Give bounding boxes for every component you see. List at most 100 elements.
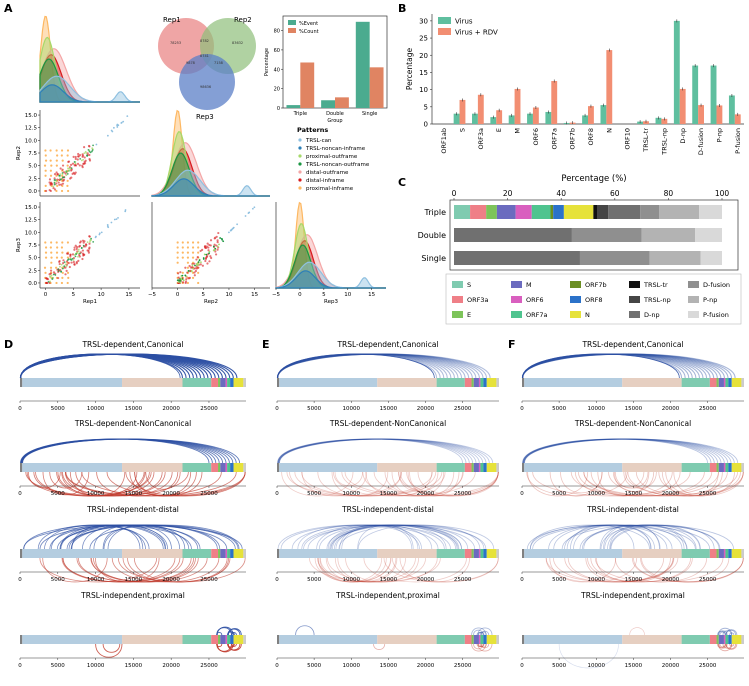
scatter-point xyxy=(214,250,217,253)
venn-region: 78253 xyxy=(170,41,181,45)
genome-segment xyxy=(731,635,742,644)
scatter-point xyxy=(71,257,74,260)
genome-segment xyxy=(478,378,481,387)
y-tick-label: 10.0 xyxy=(25,138,38,144)
arc-plot: TRSL-dependent-NonCanonical 0 5000 10000 150… xyxy=(18,419,246,497)
x-tick-label: 15000 xyxy=(125,663,143,669)
scatter-point xyxy=(79,157,82,160)
junction-arc xyxy=(227,643,241,651)
junction-arc xyxy=(49,471,83,489)
scatter-point xyxy=(215,235,218,238)
scatter-point xyxy=(49,280,51,283)
junction-arc xyxy=(357,524,481,550)
venn-label-rep1: Rep1 xyxy=(163,16,181,24)
junction-arc xyxy=(718,643,728,649)
junction-arc xyxy=(604,524,685,550)
junction-arc xyxy=(521,353,715,379)
scatter-point xyxy=(86,241,89,244)
junction-arc xyxy=(216,632,223,636)
legend-label: TRSL-noncan-outframe xyxy=(305,162,370,168)
scatter-point xyxy=(209,239,213,242)
junction-arc xyxy=(76,557,195,583)
genome-segment xyxy=(230,635,234,644)
arc-plot-title: TRSL-independent-distal xyxy=(586,505,679,514)
scatter-point xyxy=(82,158,85,161)
x-tick-label: P-np xyxy=(715,128,723,142)
scatter-point xyxy=(44,159,48,162)
junction-arc xyxy=(579,524,721,550)
junction-arc xyxy=(330,524,469,550)
scatter-point xyxy=(70,261,73,264)
scatter-point xyxy=(60,189,64,193)
scatter-point xyxy=(107,226,110,229)
genome-segment xyxy=(225,463,228,472)
scatter-point xyxy=(65,252,69,255)
bar xyxy=(734,114,741,124)
genome-segment xyxy=(436,549,465,558)
scatter-point xyxy=(206,262,209,265)
junction-arc xyxy=(276,353,484,379)
genome-segment xyxy=(20,549,23,558)
x-tick-label: 0 xyxy=(18,663,22,669)
arc-plot: TRSL-dependent,Canonical 0 5000 10000 15000 2… xyxy=(520,340,744,412)
legend-marker xyxy=(298,178,302,182)
legend-label: TRSL-np xyxy=(643,296,671,304)
scatter-point xyxy=(202,257,205,259)
scatter-point xyxy=(75,246,79,249)
genome-segment xyxy=(122,635,183,644)
scatter-point xyxy=(188,264,191,268)
genome-segment xyxy=(220,635,226,644)
genome-segment xyxy=(622,635,682,644)
junction-arc xyxy=(549,471,603,497)
scatter-point xyxy=(77,248,80,251)
scatter-point xyxy=(197,263,200,266)
scatter-point xyxy=(192,267,194,270)
legend-label: %Event xyxy=(299,21,318,27)
scatter-point xyxy=(50,256,53,259)
genome-segment xyxy=(233,635,244,644)
x-tick-label: 15 xyxy=(125,292,132,298)
scatter-point xyxy=(60,281,64,285)
scatter-point xyxy=(86,155,89,157)
stacked-segment xyxy=(515,205,532,219)
scatter-point xyxy=(59,265,61,268)
scatter-point xyxy=(62,266,65,269)
genome-segment xyxy=(377,635,437,644)
junction-arc xyxy=(471,627,487,636)
junction-arc xyxy=(317,557,426,583)
scatter-point xyxy=(61,174,64,177)
legend-swatch xyxy=(288,28,296,33)
scatter-point xyxy=(43,164,47,167)
scatter-point xyxy=(193,271,196,274)
genome-segment xyxy=(709,635,717,644)
x-tick-label: 15000 xyxy=(125,577,143,583)
junction-arc xyxy=(276,353,491,379)
scatter-point xyxy=(218,243,220,246)
legend-label: ORF6 xyxy=(526,296,544,304)
scatter-point xyxy=(44,154,47,157)
junction-arc xyxy=(365,471,433,497)
junction-arc xyxy=(603,524,660,550)
genome-segment xyxy=(218,549,221,558)
arc-plot-title: TRSL-independent,proximal xyxy=(580,591,685,600)
y-tick-label: 15.0 xyxy=(25,113,38,119)
legend-label: P-np xyxy=(703,296,717,304)
scatter-point xyxy=(177,276,180,279)
junction-arc xyxy=(717,627,733,636)
genome-segment xyxy=(20,635,23,644)
junction-arc xyxy=(570,524,635,550)
junction-arc xyxy=(471,643,487,652)
x-tick-label: 0 xyxy=(520,577,524,583)
genome-segment xyxy=(728,549,732,558)
stacked-segment xyxy=(496,205,516,219)
genome-segment xyxy=(243,463,246,472)
scatter-point xyxy=(222,240,225,243)
x-tick-label: 5000 xyxy=(51,663,65,669)
junction-arc xyxy=(526,524,696,550)
arc-plot: TRSL-independent,proximal 0 5000 10000 15000… xyxy=(520,591,744,669)
junction-arc xyxy=(609,528,651,550)
scatter-point xyxy=(186,266,190,269)
junction-arc xyxy=(549,557,617,583)
scatter-point xyxy=(215,253,218,256)
scatter-point xyxy=(49,246,52,249)
